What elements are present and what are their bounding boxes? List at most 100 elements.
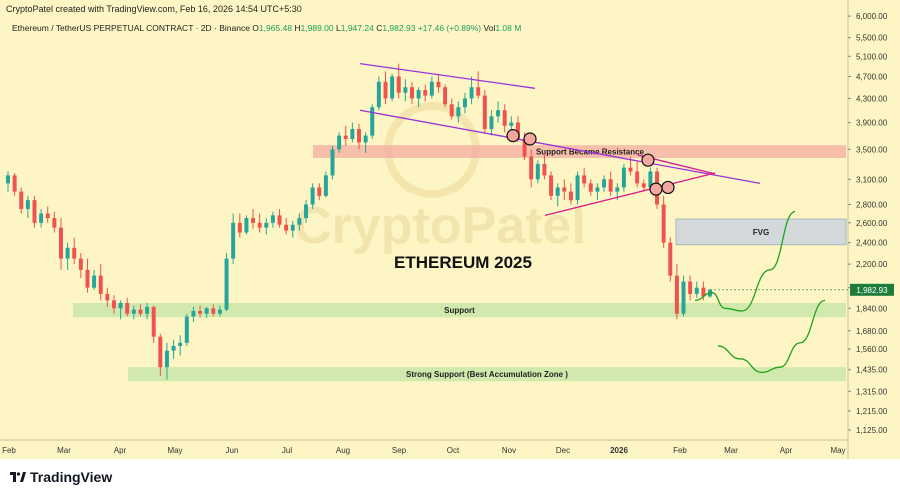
x-tick-label: Sep: [392, 446, 407, 455]
zone-resistance-0: [313, 145, 846, 158]
candle: [244, 215, 249, 235]
candle-body: [237, 222, 242, 233]
candle: [39, 208, 44, 228]
candle: [317, 183, 322, 201]
candle: [648, 167, 653, 190]
candle: [277, 208, 282, 228]
ohlc-close-value: 1,982.93: [382, 23, 416, 33]
candle-body: [376, 81, 381, 108]
candle: [217, 305, 222, 317]
candle-body: [674, 275, 679, 314]
candle: [145, 302, 150, 320]
candle: [489, 110, 494, 136]
candle-body: [211, 308, 216, 314]
candle-body: [515, 122, 520, 139]
candle: [542, 152, 547, 180]
y-tick-label: 4,300.00: [856, 94, 888, 103]
candle-body: [224, 258, 229, 310]
x-tick-label: Nov: [502, 446, 516, 455]
candle-body: [621, 167, 626, 188]
candle: [575, 171, 580, 205]
candle-body: [436, 81, 441, 88]
candle-body: [628, 167, 633, 172]
candle-body: [502, 110, 507, 126]
candle: [264, 218, 269, 235]
pivot-marker: [523, 132, 537, 146]
candle: [429, 76, 434, 99]
candle-body: [39, 213, 44, 223]
candle: [85, 258, 90, 293]
candle-body: [363, 135, 368, 143]
candle: [582, 167, 587, 188]
candle-body: [164, 350, 169, 368]
symbol-name: Ethereum / TetherUS PERPETUAL CONTRACT ·…: [12, 23, 250, 33]
candle-body: [390, 76, 395, 99]
candle: [436, 73, 441, 93]
candle-body: [65, 247, 70, 259]
candle-body: [6, 175, 10, 184]
pivot-marker: [641, 153, 655, 167]
ohlc-low-label: L: [336, 23, 341, 33]
candle: [568, 183, 573, 205]
candle-body: [72, 247, 77, 259]
candle-body: [231, 222, 236, 259]
candle: [688, 275, 693, 301]
y-tick-label: 1,680.00: [856, 327, 888, 336]
tradingview-footer: TradingView: [0, 459, 900, 496]
y-tick-label: 5,500.00: [856, 34, 888, 43]
candle-body: [284, 224, 289, 231]
chart-credit: CryptoPatel created with TradingView.com…: [6, 4, 302, 14]
candle-body: [648, 171, 653, 188]
y-tick-label: 4,700.00: [856, 72, 888, 81]
candle: [297, 213, 302, 231]
candle-body: [45, 213, 50, 219]
candle-body: [409, 87, 414, 99]
candle-body: [25, 200, 30, 209]
tradingview-logo[interactable]: TradingView: [10, 469, 112, 485]
candle: [111, 295, 116, 314]
candle-body: [297, 218, 302, 225]
candle-body: [277, 215, 282, 225]
candle: [343, 125, 348, 146]
candle: [251, 208, 256, 229]
candle: [423, 84, 428, 102]
candle: [198, 305, 203, 318]
candle-body: [641, 183, 646, 188]
candle-body: [19, 191, 24, 209]
candle-body: [602, 179, 607, 188]
candle: [330, 145, 335, 180]
candle: [641, 179, 646, 192]
candle: [270, 211, 275, 228]
candle: [304, 200, 309, 223]
zone-label-support-1: Support: [444, 306, 475, 315]
candle-body: [12, 175, 17, 192]
x-tick-label: Aug: [336, 446, 350, 455]
candle-body: [595, 187, 600, 192]
candle-body: [304, 204, 309, 219]
candle-body: [542, 163, 547, 176]
candle-body: [343, 135, 348, 139]
candle-body: [310, 187, 315, 205]
candle: [668, 237, 673, 282]
candle: [58, 218, 63, 270]
candle-body: [469, 87, 474, 99]
x-tick-label: Feb: [2, 446, 16, 455]
candle: [118, 300, 123, 320]
candle: [535, 160, 540, 184]
zone-support-1: [73, 302, 846, 318]
candle: [376, 76, 381, 111]
candle-body: [138, 309, 143, 314]
candle: [602, 175, 607, 192]
y-tick-label: 3,900.00: [856, 119, 888, 128]
y-tick-label: 1,125.00: [856, 426, 888, 435]
candle: [178, 335, 183, 356]
candle: [131, 305, 136, 320]
candle: [416, 87, 421, 108]
candle: [78, 253, 83, 278]
candle-body: [608, 179, 613, 192]
candle: [65, 242, 70, 270]
candle-body: [357, 129, 361, 143]
x-tick-label: Jul: [282, 446, 292, 455]
candle-body: [535, 163, 540, 180]
